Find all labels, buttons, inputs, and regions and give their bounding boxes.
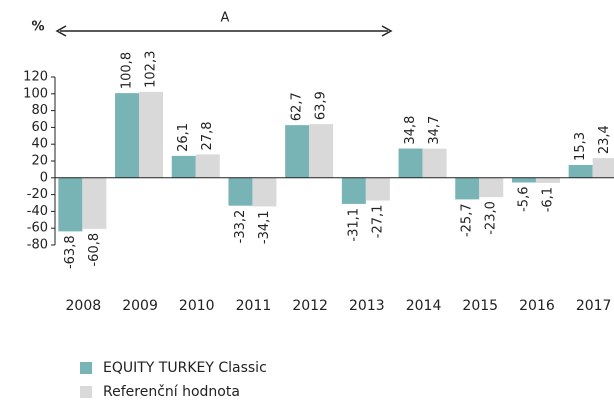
bar — [535, 177, 560, 183]
y-tick-label: -80 — [27, 238, 48, 253]
bar — [285, 125, 310, 178]
bar — [82, 177, 107, 229]
bar — [479, 177, 504, 198]
bar — [115, 93, 140, 178]
x-tick-label: 2012 — [292, 298, 328, 314]
legend-swatch — [80, 386, 92, 398]
value-label: 100,8 — [120, 52, 135, 89]
x-tick-label: 2009 — [122, 298, 158, 314]
bar — [58, 177, 83, 232]
bar — [195, 154, 220, 178]
x-tick-label: 2013 — [349, 298, 385, 314]
annotation-label: A — [221, 11, 230, 26]
value-label: 102,3 — [144, 51, 159, 88]
value-label: 15,3 — [573, 132, 588, 161]
bar — [422, 148, 447, 178]
value-label: -25,7 — [460, 203, 475, 237]
value-label: 34,8 — [403, 116, 418, 145]
y-tick-label: 120 — [23, 70, 48, 85]
value-label: 62,7 — [290, 92, 305, 121]
arrow-heads — [55, 25, 393, 37]
legend-swatch — [80, 362, 92, 374]
y-tick-label: 40 — [31, 137, 48, 152]
bar — [341, 177, 366, 204]
value-label: -6,1 — [540, 187, 555, 212]
bar — [398, 148, 423, 178]
value-label: 63,9 — [314, 91, 329, 120]
bar — [171, 155, 196, 178]
bar — [568, 164, 593, 178]
value-label: -23,0 — [484, 201, 499, 235]
y-tick-label: 100 — [23, 86, 48, 101]
value-label: -27,1 — [370, 205, 385, 239]
x-tick-label: 2017 — [576, 298, 612, 314]
value-label: 23,4 — [597, 125, 612, 154]
x-tick-label: 2008 — [66, 298, 102, 314]
y-tick-label: 80 — [31, 103, 48, 118]
bar — [139, 91, 164, 178]
y-tick-label: -60 — [27, 221, 48, 236]
bar — [511, 177, 536, 183]
bar — [309, 124, 334, 178]
value-label: -33,2 — [233, 210, 248, 244]
y-tick-label: -40 — [27, 204, 48, 219]
y-tick-label: 20 — [31, 154, 48, 169]
value-label: 34,7 — [427, 116, 442, 145]
y-tick-label: 60 — [31, 120, 48, 135]
value-label: -60,8 — [87, 233, 102, 267]
bar — [365, 177, 390, 201]
value-label: -5,6 — [516, 187, 531, 212]
value-label: 27,8 — [200, 121, 215, 150]
bar — [252, 177, 277, 207]
y-axis-label: % — [31, 20, 44, 35]
x-tick-label: 2011 — [236, 298, 272, 314]
legend-label: Referenční hodnota — [103, 384, 240, 400]
legend-label: EQUITY TURKEY Classic — [103, 360, 267, 376]
x-tick-label: 2015 — [462, 298, 498, 314]
value-label: -34,1 — [257, 210, 272, 244]
bar — [228, 177, 253, 206]
x-tick-label: 2016 — [519, 298, 555, 314]
value-label: 26,1 — [176, 123, 191, 152]
bar — [455, 177, 480, 200]
bar — [592, 158, 614, 178]
x-tick-label: 2010 — [179, 298, 215, 314]
y-tick-label: 0 — [40, 170, 48, 185]
value-label: -31,1 — [346, 208, 361, 242]
y-tick-label: -20 — [27, 187, 48, 202]
x-tick-label: 2014 — [406, 298, 442, 314]
value-label: -63,8 — [63, 235, 78, 269]
